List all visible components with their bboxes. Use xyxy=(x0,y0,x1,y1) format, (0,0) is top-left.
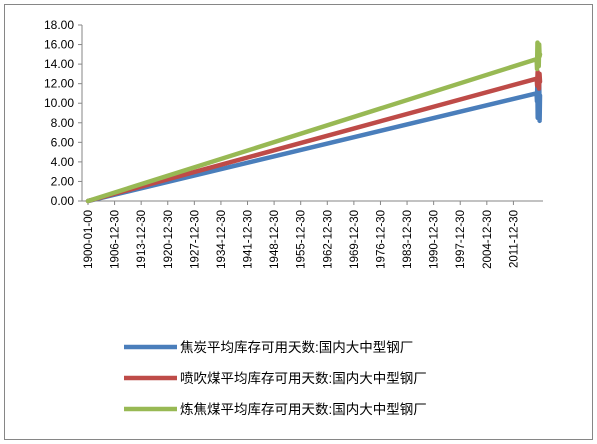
y-axis: 0.00 2.00 4.00 6.00 8.00 10.00 12.00 14.00 16.00… xyxy=(44,18,83,208)
y-tick-label: 0.00 xyxy=(51,194,75,208)
y-tick-label: 16.00 xyxy=(44,38,74,52)
x-tick-label: 1990-12-30 xyxy=(429,210,441,269)
x-tick-label: 1900-01-00 xyxy=(83,210,95,269)
y-tick-label: 10.00 xyxy=(44,96,74,110)
x-tick-label: 1997-12-30 xyxy=(455,210,467,269)
legend-label-3: 炼焦煤平均库存可用天数:国内大中型钢厂 xyxy=(180,402,427,417)
y-tick-label: 14.00 xyxy=(44,57,74,71)
x-tick-label: 1969-12-30 xyxy=(349,210,361,269)
x-tick-label: 1976-12-30 xyxy=(375,210,387,269)
x-axis: 1900-01-00 1906-12-30 1913-12-30 1920-12-30… xyxy=(82,200,543,269)
y-tick-label: 6.00 xyxy=(51,135,75,149)
x-tick-label: 1927-12-30 xyxy=(189,210,201,269)
x-tick-label: 1906-12-30 xyxy=(110,210,122,269)
y-tick-label: 8.00 xyxy=(51,116,75,130)
legend-label-1: 焦炭平均库存可用天数:国内大中型钢厂 xyxy=(180,340,413,355)
series-line-3 xyxy=(85,40,543,204)
x-tick-label: 1962-12-30 xyxy=(322,210,334,269)
x-tick-label: 2004-12-30 xyxy=(482,210,494,269)
chart-border xyxy=(4,4,593,440)
plot-area xyxy=(85,40,543,204)
x-tick-label: 1913-12-30 xyxy=(136,210,148,269)
x-tick-label: 2011-12-30 xyxy=(508,210,520,268)
series-line-2 xyxy=(85,69,543,204)
y-tick-label: 12.00 xyxy=(44,77,74,91)
x-tick-label: 1955-12-30 xyxy=(296,210,308,269)
x-tick-label: 1948-12-30 xyxy=(269,210,281,269)
x-tick-label: 1920-12-30 xyxy=(163,210,175,269)
y-tick-label: 18.00 xyxy=(44,18,74,32)
x-tick-label: 1934-12-30 xyxy=(216,210,228,269)
x-tick-label: 1941-12-30 xyxy=(243,210,255,269)
legend-label-2: 喷吹煤平均库存可用天数:国内大中型钢厂 xyxy=(180,371,427,386)
y-tick-label: 4.00 xyxy=(51,155,75,169)
legend: 焦炭平均库存可用天数:国内大中型钢厂喷吹煤平均库存可用天数:国内大中型钢厂炼焦煤… xyxy=(124,340,427,417)
y-tick-label: 2.00 xyxy=(51,174,75,188)
x-tick-label: 1983-12-30 xyxy=(402,210,414,269)
